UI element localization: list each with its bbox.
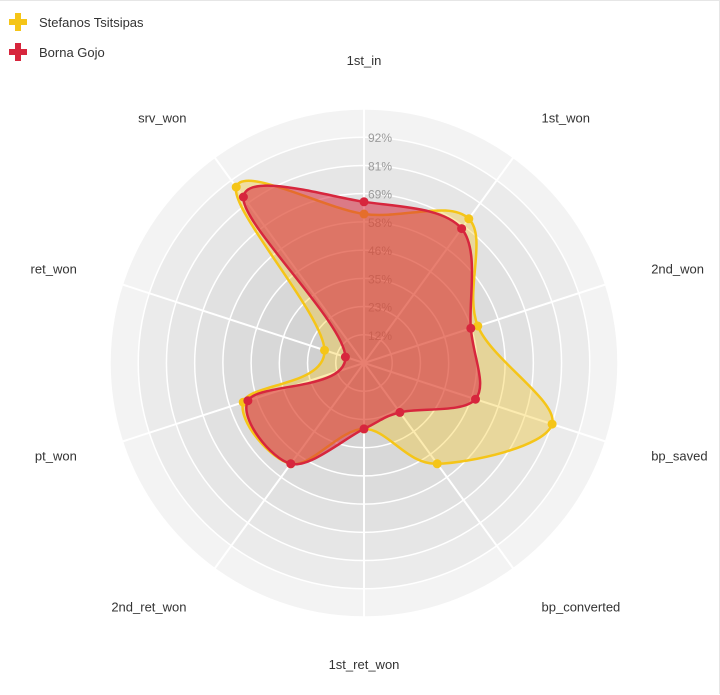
data-point[interactable] xyxy=(464,214,474,224)
data-point[interactable] xyxy=(473,321,483,331)
axis-label: bp_saved xyxy=(651,448,707,463)
legend-swatch-series-1 xyxy=(9,13,27,31)
data-point[interactable] xyxy=(359,197,369,207)
data-point[interactable] xyxy=(286,459,296,469)
data-point[interactable] xyxy=(432,459,442,469)
axis-label: 2nd_won xyxy=(651,262,704,277)
plus-icon xyxy=(9,13,27,31)
legend-item-series-1[interactable]: Stefanos Tsitsipas xyxy=(8,7,144,37)
axis-label: ret_won xyxy=(31,262,77,277)
data-point[interactable] xyxy=(395,407,405,417)
radar-series xyxy=(231,179,557,469)
legend-label-series-1: Stefanos Tsitsipas xyxy=(39,14,144,30)
plus-icon xyxy=(9,43,27,61)
axis-label: 1st_won xyxy=(542,111,590,126)
tick-label: 92% xyxy=(368,131,392,145)
axis-label: bp_converted xyxy=(542,599,621,614)
data-point[interactable] xyxy=(231,182,241,192)
legend-label-series-2: Borna Gojo xyxy=(39,44,105,60)
legend: Stefanos Tsitsipas Borna Gojo xyxy=(8,7,144,67)
series-2 xyxy=(238,184,482,469)
series-area xyxy=(242,184,482,466)
tick-label: 69% xyxy=(368,188,392,202)
axis-label: pt_won xyxy=(35,448,77,463)
axis-label: srv_won xyxy=(138,111,186,126)
tick-label: 81% xyxy=(368,159,392,173)
data-point[interactable] xyxy=(320,345,329,355)
axis-label: 1st_ret_won xyxy=(329,657,400,672)
data-point[interactable] xyxy=(471,394,480,404)
data-point[interactable] xyxy=(340,352,350,362)
data-point[interactable] xyxy=(243,396,253,406)
data-point[interactable] xyxy=(359,424,369,434)
data-point[interactable] xyxy=(238,192,248,202)
axis-label: 2nd_ret_won xyxy=(111,599,186,614)
data-point[interactable] xyxy=(466,323,476,333)
radar-axis-labels: 1st_in 1st_won 2nd_won bp_saved bp_converted… xyxy=(31,53,708,672)
data-point[interactable] xyxy=(547,419,557,429)
legend-swatch-series-2 xyxy=(9,43,27,61)
axis-label: 1st_in xyxy=(347,53,382,68)
data-point[interactable] xyxy=(457,224,467,234)
legend-item-series-2[interactable]: Borna Gojo xyxy=(8,37,144,67)
